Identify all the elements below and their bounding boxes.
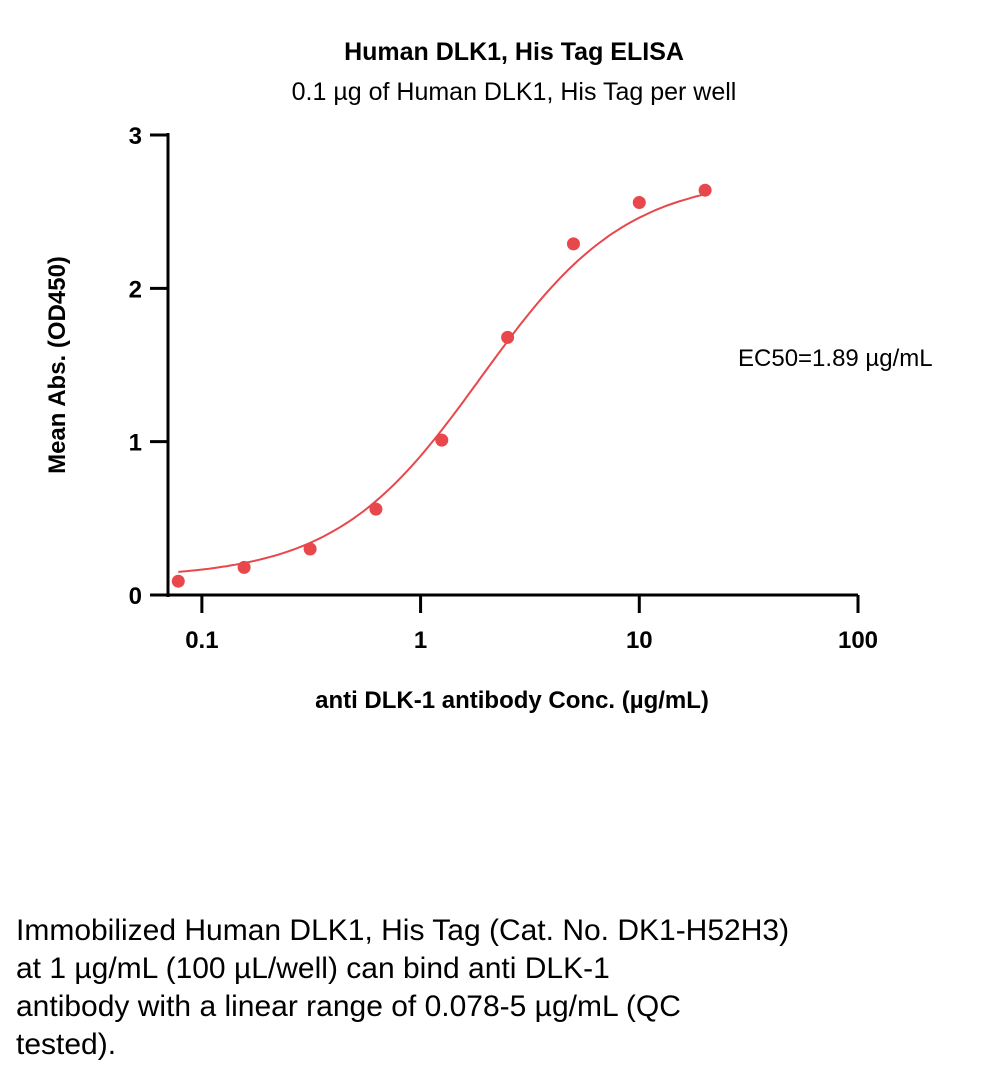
fit-curve [178, 193, 706, 573]
chart-title: Human DLK1, His Tag ELISA [344, 38, 684, 66]
y-ticks: 0 1 2 3 [129, 123, 168, 610]
data-point [501, 330, 515, 344]
data-point [303, 542, 317, 556]
y-tick-label: 2 [129, 276, 142, 303]
caption-line: antibody with a linear range of 0.078-5 … [16, 990, 681, 1023]
data-point [632, 195, 646, 209]
data-point [171, 574, 185, 588]
caption-line: tested). [16, 1028, 117, 1061]
caption-line: Immobilized Human DLK1, His Tag (Cat. No… [16, 914, 790, 947]
y-tick-label: 1 [129, 430, 142, 457]
data-point [435, 433, 449, 447]
x-tick-label: 100 [838, 627, 878, 654]
x-axis-label: anti DLK-1 antibody Conc. (µg/mL) [315, 687, 709, 714]
x-tick-label: 0.1 [185, 627, 218, 654]
chart-subtitle: 0.1 µg of Human DLK1, His Tag per well [292, 78, 737, 106]
y-tick-label: 0 [129, 583, 142, 610]
data-points [171, 183, 712, 588]
data-point [237, 560, 251, 574]
caption-line: at 1 µg/mL (100 µL/well) can bind anti D… [16, 952, 610, 985]
x-tick-label: 10 [626, 627, 653, 654]
y-axis-label: Mean Abs. (OD450) [44, 256, 71, 474]
y-tick-label: 3 [129, 123, 142, 150]
data-point [369, 502, 383, 516]
x-ticks: 0.1 1 10 100 [185, 595, 878, 654]
figure-caption: Immobilized Human DLK1, His Tag (Cat. No… [16, 912, 976, 1064]
x-tick-label: 1 [414, 627, 427, 654]
data-point [698, 183, 712, 197]
data-point [566, 237, 580, 251]
ec50-annotation: EC50=1.89 µg/mL [738, 345, 933, 372]
elisa-chart: Human DLK1, His Tag ELISA 0.1 µg of Huma… [44, 38, 933, 714]
